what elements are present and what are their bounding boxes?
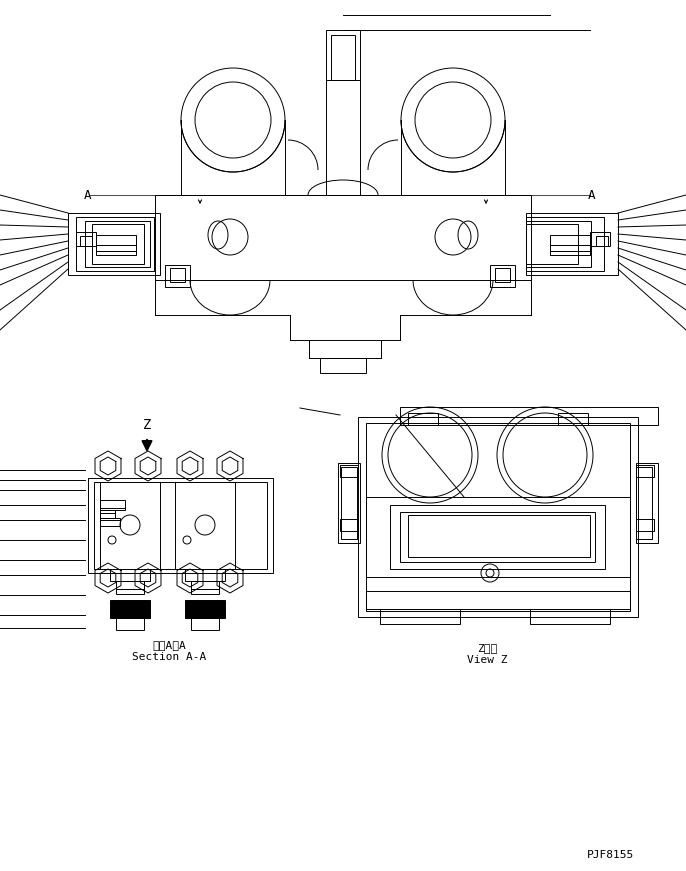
Bar	[185, 600, 225, 618]
Bar	[76, 217, 154, 271]
Bar	[390, 505, 605, 569]
Text: A: A	[84, 188, 92, 201]
Bar	[340, 519, 358, 531]
Bar	[100, 500, 125, 510]
Text: A: A	[589, 188, 595, 201]
Bar	[380, 609, 460, 624]
Bar	[526, 224, 578, 264]
Bar	[116, 581, 144, 589]
Bar	[100, 482, 160, 569]
Bar	[530, 609, 610, 624]
Bar	[636, 519, 654, 531]
Bar	[110, 569, 150, 581]
Bar	[590, 232, 610, 246]
Bar	[526, 221, 591, 267]
Bar	[191, 618, 219, 630]
Bar	[185, 569, 225, 581]
Bar	[191, 589, 219, 594]
Bar	[400, 407, 658, 425]
Bar	[170, 268, 185, 282]
Bar	[400, 512, 595, 562]
Bar	[495, 268, 510, 282]
Bar	[96, 235, 136, 245]
Bar	[116, 618, 144, 630]
Bar	[191, 581, 219, 589]
Bar	[490, 265, 515, 287]
Bar	[366, 423, 630, 611]
Bar	[550, 251, 590, 255]
Bar	[96, 251, 136, 255]
Bar	[358, 417, 638, 617]
Bar	[526, 213, 618, 275]
Bar	[116, 589, 144, 594]
Bar	[155, 195, 531, 280]
Bar	[175, 482, 235, 569]
Bar	[550, 245, 590, 251]
Bar	[68, 213, 160, 275]
Bar	[338, 463, 360, 543]
Text: Z: Z	[143, 418, 151, 432]
Bar	[341, 467, 357, 539]
Bar	[366, 497, 630, 577]
Bar	[92, 224, 144, 264]
Bar	[88, 478, 273, 573]
Bar	[408, 515, 590, 557]
Bar	[558, 413, 588, 425]
Text: Section A-A: Section A-A	[132, 652, 206, 662]
Bar	[340, 465, 358, 477]
Text: Z　視: Z 視	[477, 643, 497, 653]
Bar	[636, 465, 654, 477]
Bar	[636, 463, 658, 543]
Text: 断面A－A: 断面A－A	[152, 640, 186, 650]
Bar	[80, 236, 92, 246]
Bar	[320, 358, 366, 373]
Bar	[326, 30, 360, 80]
Bar	[76, 232, 96, 246]
Bar	[331, 35, 355, 80]
Bar	[408, 413, 438, 425]
Bar	[100, 518, 120, 526]
Bar	[550, 235, 590, 245]
Bar	[636, 467, 652, 539]
Text: PJF8155: PJF8155	[587, 850, 634, 860]
Text: View Z: View Z	[466, 655, 507, 665]
Bar	[596, 236, 608, 246]
Bar	[85, 221, 150, 267]
Bar	[96, 245, 136, 251]
Bar	[526, 217, 604, 271]
Bar	[165, 265, 190, 287]
Bar	[366, 591, 630, 609]
Bar	[94, 482, 267, 569]
Bar	[110, 600, 150, 618]
Bar	[100, 510, 115, 518]
